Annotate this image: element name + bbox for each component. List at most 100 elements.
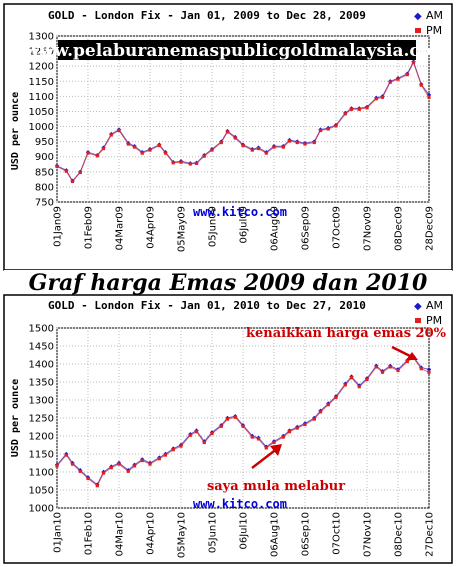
- point-pm: [256, 437, 261, 441]
- point-pm: [388, 365, 392, 369]
- x-tick-label: 07Oct10: [332, 512, 343, 555]
- x-tick-label: 07Nov10: [363, 512, 374, 557]
- point-pm: [380, 95, 385, 99]
- x-tick-label: 05May09: [177, 206, 188, 252]
- point-pm: [334, 124, 338, 128]
- point-pm: [349, 376, 354, 380]
- point-pm: [140, 458, 144, 463]
- y-tick-label: 1100: [29, 92, 54, 103]
- x-tick-label: 05May10: [177, 512, 188, 558]
- point-pm: [287, 139, 292, 143]
- point-pm: [349, 107, 354, 111]
- y-tick-label: 1150: [29, 77, 54, 88]
- point-pm: [241, 424, 245, 428]
- point-pm: [396, 368, 400, 373]
- x-tick-label: 04Apr09: [146, 206, 157, 249]
- point-pm: [225, 417, 230, 421]
- point-pm: [241, 143, 245, 148]
- point-pm: [163, 151, 168, 155]
- x-tick-label: 05Jun10: [208, 512, 219, 553]
- point-pm: [95, 154, 99, 158]
- point-pm: [86, 151, 90, 155]
- point-pm: [202, 440, 206, 445]
- y-tick-label: 1150: [29, 450, 54, 461]
- annotation-start-invest-arrowhead: [270, 444, 282, 456]
- point-pm: [101, 146, 106, 151]
- point-pm: [272, 440, 276, 445]
- point-pm: [148, 148, 152, 152]
- x-tick-label: 01Jan10: [53, 512, 64, 553]
- x-tick-label: 04Mar10: [115, 512, 126, 556]
- point-pm: [419, 83, 423, 87]
- point-pm: [295, 140, 299, 145]
- chart-2009-banner: [58, 40, 416, 60]
- point-pm: [343, 383, 347, 387]
- point-pm: [95, 484, 99, 488]
- chart-2009-ylabel: USD per ounce: [10, 92, 21, 170]
- chart-2009-legend: ◆ AM PM: [414, 9, 443, 37]
- point-pm: [334, 395, 338, 400]
- point-pm: [281, 435, 285, 439]
- point-pm: [70, 179, 75, 184]
- point-pm: [64, 453, 68, 457]
- point-pm: [219, 140, 223, 145]
- point-pm: [256, 146, 261, 151]
- y-tick-label: 1300: [29, 396, 54, 407]
- point-pm: [70, 462, 75, 466]
- annotation-start-invest-arrow: [251, 447, 279, 469]
- x-tick-label: 01Jan09: [53, 206, 64, 247]
- point-pm: [272, 145, 276, 149]
- y-tick-label: 850: [35, 167, 54, 178]
- x-tick-label: 06Aug09: [270, 206, 281, 251]
- annotation-gold-rise-arrowhead: [406, 352, 418, 360]
- point-pm: [55, 464, 59, 468]
- x-tick-label: 08Dec10: [394, 512, 405, 557]
- point-pm: [188, 433, 192, 437]
- point-pm: [303, 142, 307, 146]
- y-tick-label: 1200: [29, 432, 54, 443]
- point-pm: [126, 469, 130, 473]
- x-tick-label: 01Feb09: [84, 206, 95, 249]
- point-pm: [365, 106, 369, 110]
- point-pm: [295, 426, 299, 430]
- x-tick-label: 06Sep09: [301, 206, 312, 250]
- point-pm: [312, 140, 316, 145]
- point-pm: [250, 435, 254, 439]
- x-tick-label: 08Dec09: [394, 206, 405, 251]
- point-pm: [132, 464, 137, 468]
- x-tick-label: 06Jul10: [239, 512, 250, 550]
- point-pm: [303, 422, 307, 427]
- point-pm: [126, 142, 130, 146]
- point-pm: [380, 370, 385, 374]
- headline-band: [4, 270, 452, 294]
- point-pm: [157, 143, 161, 148]
- y-tick-label: 950: [35, 137, 54, 148]
- point-pm: [405, 359, 409, 364]
- point-pm: [179, 444, 183, 448]
- point-pm: [427, 370, 431, 374]
- y-tick-label: 1450: [29, 342, 54, 353]
- y-tick-label: 1350: [29, 378, 54, 389]
- point-pm: [117, 462, 121, 466]
- point-pm: [264, 446, 268, 450]
- x-tick-label: 06Sep10: [301, 512, 312, 556]
- point-pm: [202, 154, 206, 158]
- x-tick-label: 07Oct09: [332, 206, 343, 249]
- y-tick-label: 1100: [29, 468, 54, 479]
- point-pm: [157, 457, 161, 461]
- chart-2009-banner-text: www.pelaburanemaspublicgoldmalaysia.com: [24, 41, 449, 61]
- chart-2010-legend: ◆ AM PM: [414, 299, 443, 327]
- chart-2009-title: GOLD - London Fix - Jan 01, 2009 to Dec …: [48, 9, 366, 22]
- point-pm: [117, 128, 121, 133]
- chart-2010: GOLD - London Fix - Jan 01, 2010 to Dec …: [3, 294, 453, 564]
- x-tick-label: 28Dec09: [425, 206, 436, 251]
- y-tick-label: 1200: [29, 62, 54, 73]
- point-pm: [64, 169, 68, 173]
- chart-2010-credit: www.kitco.com: [193, 497, 287, 511]
- legend-am-marker: ◆: [414, 11, 422, 22]
- point-pm: [171, 161, 175, 165]
- point-pm: [194, 161, 199, 165]
- chart-2010-ylabel: USD per ounce: [10, 379, 21, 457]
- x-tick-label: 07Nov09: [363, 206, 374, 251]
- legend-pm-marker-2: [415, 318, 421, 323]
